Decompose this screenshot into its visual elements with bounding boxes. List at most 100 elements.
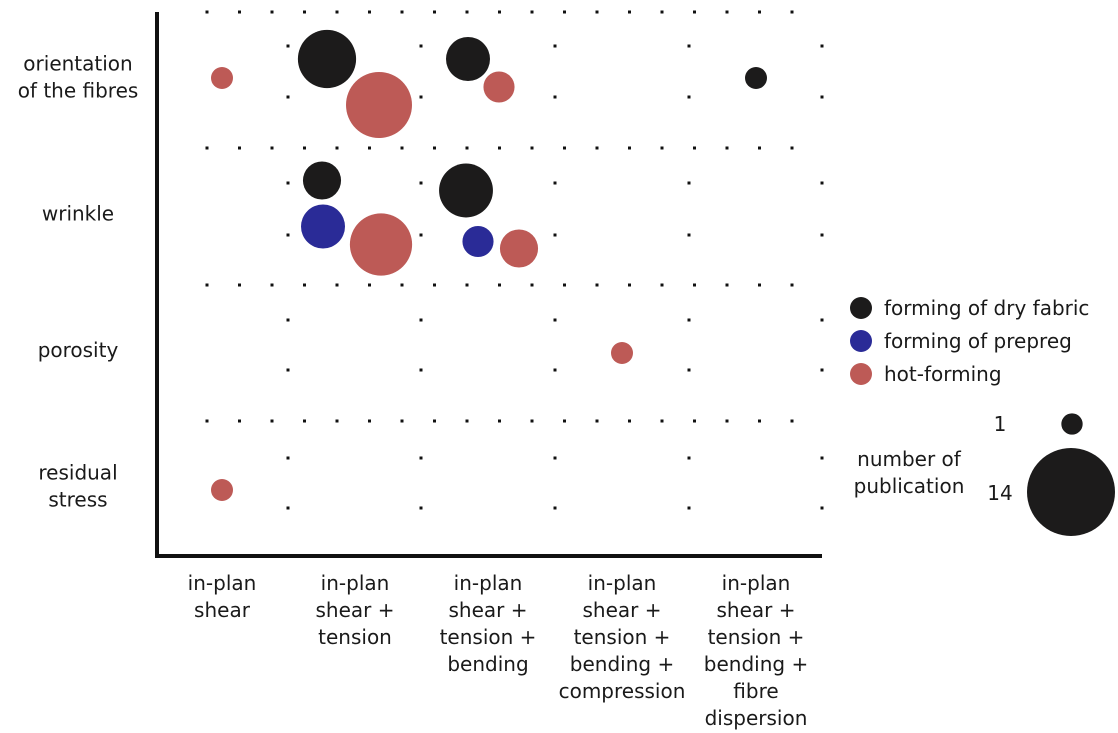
y-tick-label: orientation (23, 52, 132, 76)
grid-dot (725, 283, 729, 287)
grid-dot (419, 181, 423, 185)
grid-dot (553, 233, 557, 237)
grid-dot (687, 368, 691, 372)
grid-dot (758, 146, 761, 150)
grid-dot (660, 10, 664, 14)
grid-dot (725, 146, 729, 150)
grid-dot (530, 419, 534, 423)
grid-dot (303, 419, 306, 423)
grid-dot (687, 318, 691, 322)
grid-dot (419, 233, 423, 237)
x-tick-label: bending + (704, 652, 808, 676)
grid-dot (563, 283, 566, 287)
grid-dot (553, 368, 557, 372)
y-tick-label: of the fibres (18, 79, 139, 103)
x-tick-label: in-plan (188, 571, 257, 595)
x-tick-label: shear + (316, 598, 395, 622)
grid-dot (205, 419, 209, 423)
grid-dot (368, 10, 371, 14)
grid-dot (286, 44, 290, 48)
size-legend-small-bubble (1061, 413, 1083, 435)
grid-dot (553, 181, 557, 185)
grid-dot (563, 146, 566, 150)
bubble-hot-forming (211, 479, 233, 501)
size-legend-max-label: 14 (987, 481, 1012, 505)
grid-dot (725, 10, 729, 14)
grid-dot (790, 146, 794, 150)
bubble-forming-of-dry-fabric (745, 67, 767, 89)
x-tick-label: tension + (574, 625, 671, 649)
grid-dot (595, 283, 599, 287)
legend-swatch (850, 330, 872, 352)
size-legend-title: publication (854, 474, 965, 498)
bubble-forming-of-dry-fabric (302, 161, 342, 200)
legend-swatch (850, 297, 872, 319)
grid-dot (530, 10, 534, 14)
bubble-hot-forming (211, 67, 233, 89)
grid-dot (820, 181, 824, 185)
grid-dot (419, 44, 423, 48)
grid-dot (238, 419, 241, 423)
legend-label: forming of dry fabric (884, 296, 1089, 320)
grid-dot (335, 146, 339, 150)
legend: forming of dry fabric forming of prepreg h… (850, 296, 1089, 386)
grid-dot (286, 506, 290, 510)
grid-dot (687, 233, 691, 237)
grid-dot (286, 318, 290, 322)
grid-dot (205, 283, 209, 287)
x-tick-label: in-plan (321, 571, 390, 595)
x-tick-label: shear + (717, 598, 796, 622)
bubble-forming-of-dry-fabric (297, 29, 357, 89)
x-tick-label: fibre (733, 679, 778, 703)
grid-dot (498, 419, 501, 423)
x-tick-label: bending + (570, 652, 674, 676)
bubbles (211, 29, 767, 501)
x-tick-label: tension + (440, 625, 537, 649)
bubble-forming-of-dry-fabric (446, 37, 490, 81)
bubble-hot-forming (346, 72, 412, 138)
grid-dot (303, 146, 306, 150)
grid-dot (419, 318, 423, 322)
grid-dot (270, 146, 274, 150)
grid-dot (820, 318, 824, 322)
grid-dot (205, 10, 209, 14)
grid-dot (693, 419, 696, 423)
grid-dot (465, 10, 469, 14)
x-tick-label: shear (194, 598, 251, 622)
grid-dot (820, 506, 824, 510)
size-legend-large-bubble (1027, 448, 1115, 536)
grid-dot (433, 419, 436, 423)
grid-dot (433, 283, 436, 287)
grid-dot (238, 10, 241, 14)
bubble-hot-forming (499, 229, 539, 268)
grid-dot (238, 146, 241, 150)
x-tick-label: shear + (449, 598, 528, 622)
x-tick-label: in-plan (588, 571, 657, 595)
legend-label: forming of prepreg (884, 329, 1072, 353)
grid-dot (553, 318, 557, 322)
x-tick-label: bending (447, 652, 528, 676)
x-tick-label: tension (318, 625, 392, 649)
grid-dot (725, 419, 729, 423)
grid-dot (693, 283, 696, 287)
grid-dot (687, 506, 691, 510)
grid-dot (433, 146, 436, 150)
grid-dot (553, 506, 557, 510)
size-legend-min-label: 1 (994, 412, 1007, 436)
grid-dot (553, 456, 557, 460)
bubble-hot-forming (483, 71, 515, 103)
grid-dot (790, 283, 794, 287)
size-legend-title: number of (857, 447, 962, 471)
grid-dot (433, 10, 436, 14)
grid-dot (530, 146, 534, 150)
grid-dot (820, 368, 824, 372)
grid-dot (660, 283, 664, 287)
grid-dot (498, 283, 501, 287)
grid-dot (419, 95, 423, 99)
axes (155, 12, 822, 558)
grid-dot (419, 368, 423, 372)
grid-dot (419, 506, 423, 510)
bubble-forming-of-dry-fabric (439, 163, 493, 218)
grid-dot (563, 419, 566, 423)
